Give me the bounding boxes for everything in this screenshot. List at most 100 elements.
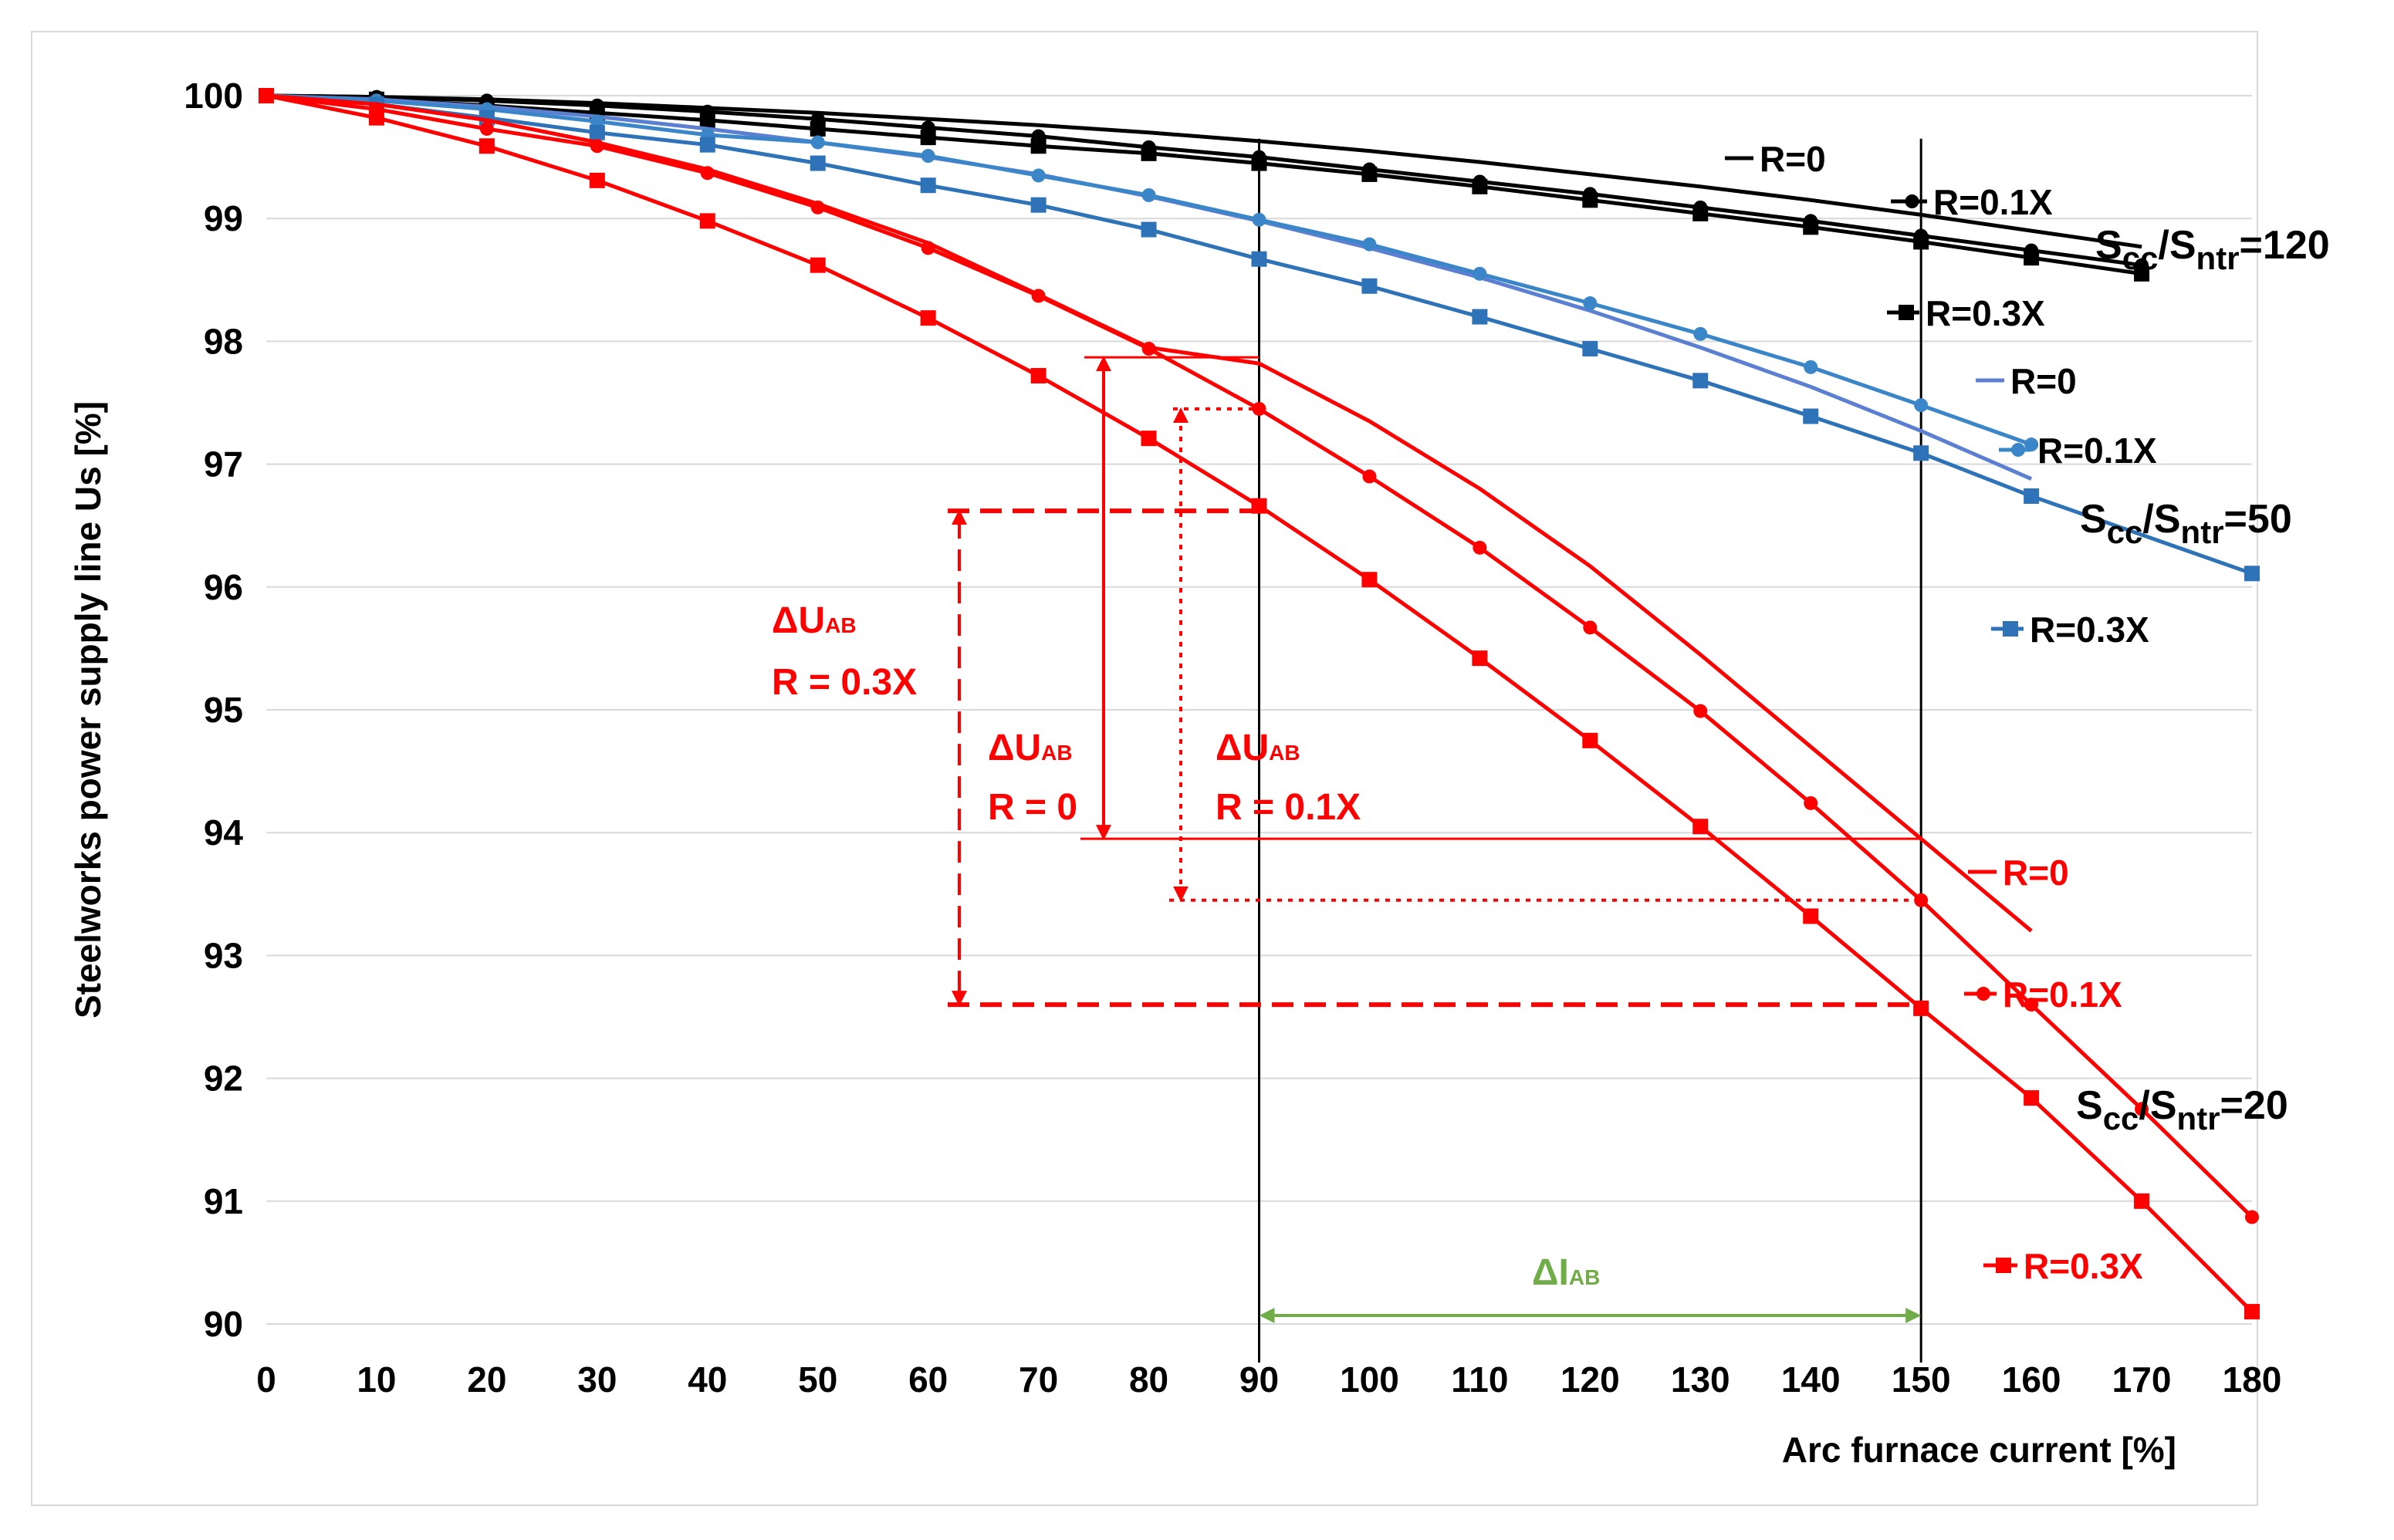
y-tick-label: 93: [204, 935, 243, 975]
series-marker-point: [1472, 178, 1488, 194]
series-marker-point: [1141, 341, 1156, 356]
series-marker-point: [1252, 212, 1266, 227]
y-tick-label: 92: [204, 1059, 243, 1099]
series-marker-point: [1030, 367, 1047, 383]
series-line: [265, 93, 2142, 276]
series-marker-point: [2244, 566, 2260, 582]
delta-u-condition-label: R = 0: [988, 787, 1077, 828]
series-marker-point: [1472, 650, 1488, 667]
series-marker-point: [1914, 398, 1929, 413]
series-label: R=0.1X: [1933, 182, 2053, 222]
series-marker-point: [2024, 488, 2040, 504]
delta-i-label: ΔIAB: [1532, 1252, 1600, 1293]
x-tick-label: 130: [1671, 1359, 1730, 1400]
series-marker-point: [1361, 572, 1378, 588]
series-marker-point: [1582, 340, 1598, 356]
series-marker-point: [699, 213, 715, 229]
series-label: R=0.3X: [2024, 1246, 2143, 1286]
delta-u-label: ΔUAB: [1216, 728, 1300, 768]
series-marker-point: [589, 124, 605, 140]
x-tick-label: 90: [1239, 1359, 1279, 1400]
y-tick-label: 97: [204, 444, 243, 485]
series-line: [265, 93, 2142, 249]
x-tick-label: 30: [577, 1359, 617, 1400]
series-marker-point: [1362, 237, 1377, 252]
x-tick-label: 180: [2223, 1359, 2282, 1400]
series-marker-point: [1804, 360, 1818, 374]
series-marker-point: [699, 137, 715, 153]
series-marker-point: [2134, 265, 2150, 282]
series-marker-point: [1251, 155, 1267, 171]
series-marker-point: [1803, 408, 1819, 424]
series-marker-point: [479, 121, 494, 136]
x-tick-label: 10: [357, 1359, 396, 1400]
series-line: [265, 93, 2253, 576]
series-marker-point: [700, 166, 715, 181]
series-marker-point: [810, 257, 826, 273]
series-label: R=0.3X: [1926, 293, 2045, 333]
x-tick-label: 150: [1892, 1359, 1951, 1400]
x-tick-label: 0: [256, 1359, 276, 1400]
legend-marker: [2003, 621, 2018, 637]
series-marker-point: [1141, 431, 1157, 447]
series-marker-point: [1583, 620, 1598, 635]
series-marker-point: [1693, 326, 1708, 341]
y-tick-label: 100: [184, 76, 243, 116]
x-tick-label: 160: [2002, 1359, 2061, 1400]
series-marker-point: [259, 88, 274, 103]
series-marker-point: [1473, 266, 1487, 281]
x-tick-label: 80: [1129, 1359, 1168, 1400]
series-marker-point: [1803, 219, 1819, 235]
ratio-label: Scc/Sntr=120: [2095, 223, 2330, 276]
series-marker-point: [1251, 251, 1267, 267]
y-tick-label: 95: [204, 690, 243, 730]
series-marker-point: [1473, 540, 1487, 555]
series-marker-point: [1472, 309, 1488, 325]
series-marker-point: [1913, 234, 1929, 250]
series-marker-point: [590, 139, 604, 154]
legend-marker: [1976, 987, 1990, 1001]
series-marker-point: [589, 172, 605, 188]
x-tick-label: 50: [798, 1359, 837, 1400]
delta-u-label: ΔUAB: [772, 600, 857, 641]
x-tick-label: 70: [1019, 1359, 1058, 1400]
series-marker-point: [1692, 819, 1709, 835]
series-marker-point: [1692, 373, 1709, 389]
y-tick-label: 99: [204, 198, 243, 238]
series-marker-point: [1582, 732, 1598, 748]
series-marker-point: [1030, 197, 1047, 213]
series-label: R=0.1X: [2037, 431, 2157, 471]
series-marker-point: [1692, 205, 1709, 221]
series-marker-point: [2024, 250, 2040, 266]
series-marker-point: [1804, 795, 1818, 810]
x-tick-label: 110: [1451, 1359, 1508, 1400]
series-marker-point: [2244, 1304, 2260, 1320]
series-marker-point: [478, 138, 495, 154]
series-marker-point: [1031, 289, 1046, 303]
ratio-label: Scc/Sntr=20: [2076, 1083, 2288, 1136]
series-marker-point: [810, 120, 826, 137]
series-marker-point: [2024, 1090, 2040, 1106]
ratio-label: Scc/Sntr=50: [2080, 497, 2292, 550]
legend-marker: [1996, 1258, 2011, 1273]
delta-u-condition-label: R = 0.1X: [1216, 787, 1361, 828]
series-marker-point: [810, 200, 825, 214]
chart-frame: [31, 31, 2258, 1506]
series-marker-point: [810, 135, 825, 150]
series-marker-point: [1141, 145, 1157, 161]
series-marker-point: [1141, 221, 1157, 238]
y-tick-label: 96: [204, 567, 243, 607]
x-tick-label: 140: [1781, 1359, 1841, 1400]
series-marker-point: [921, 149, 935, 164]
series-marker-point: [1362, 469, 1377, 484]
series-marker-point: [368, 110, 384, 126]
series-marker-point: [1030, 138, 1047, 154]
series-marker-point: [920, 177, 936, 194]
series-label: R=0: [1760, 139, 1826, 179]
series-marker-point: [2135, 1102, 2149, 1116]
y-tick-label: 94: [204, 812, 244, 853]
series-label: R=0.3X: [2030, 610, 2149, 650]
delta-u-label: ΔUAB: [988, 728, 1073, 768]
series-marker-point: [1141, 187, 1156, 202]
